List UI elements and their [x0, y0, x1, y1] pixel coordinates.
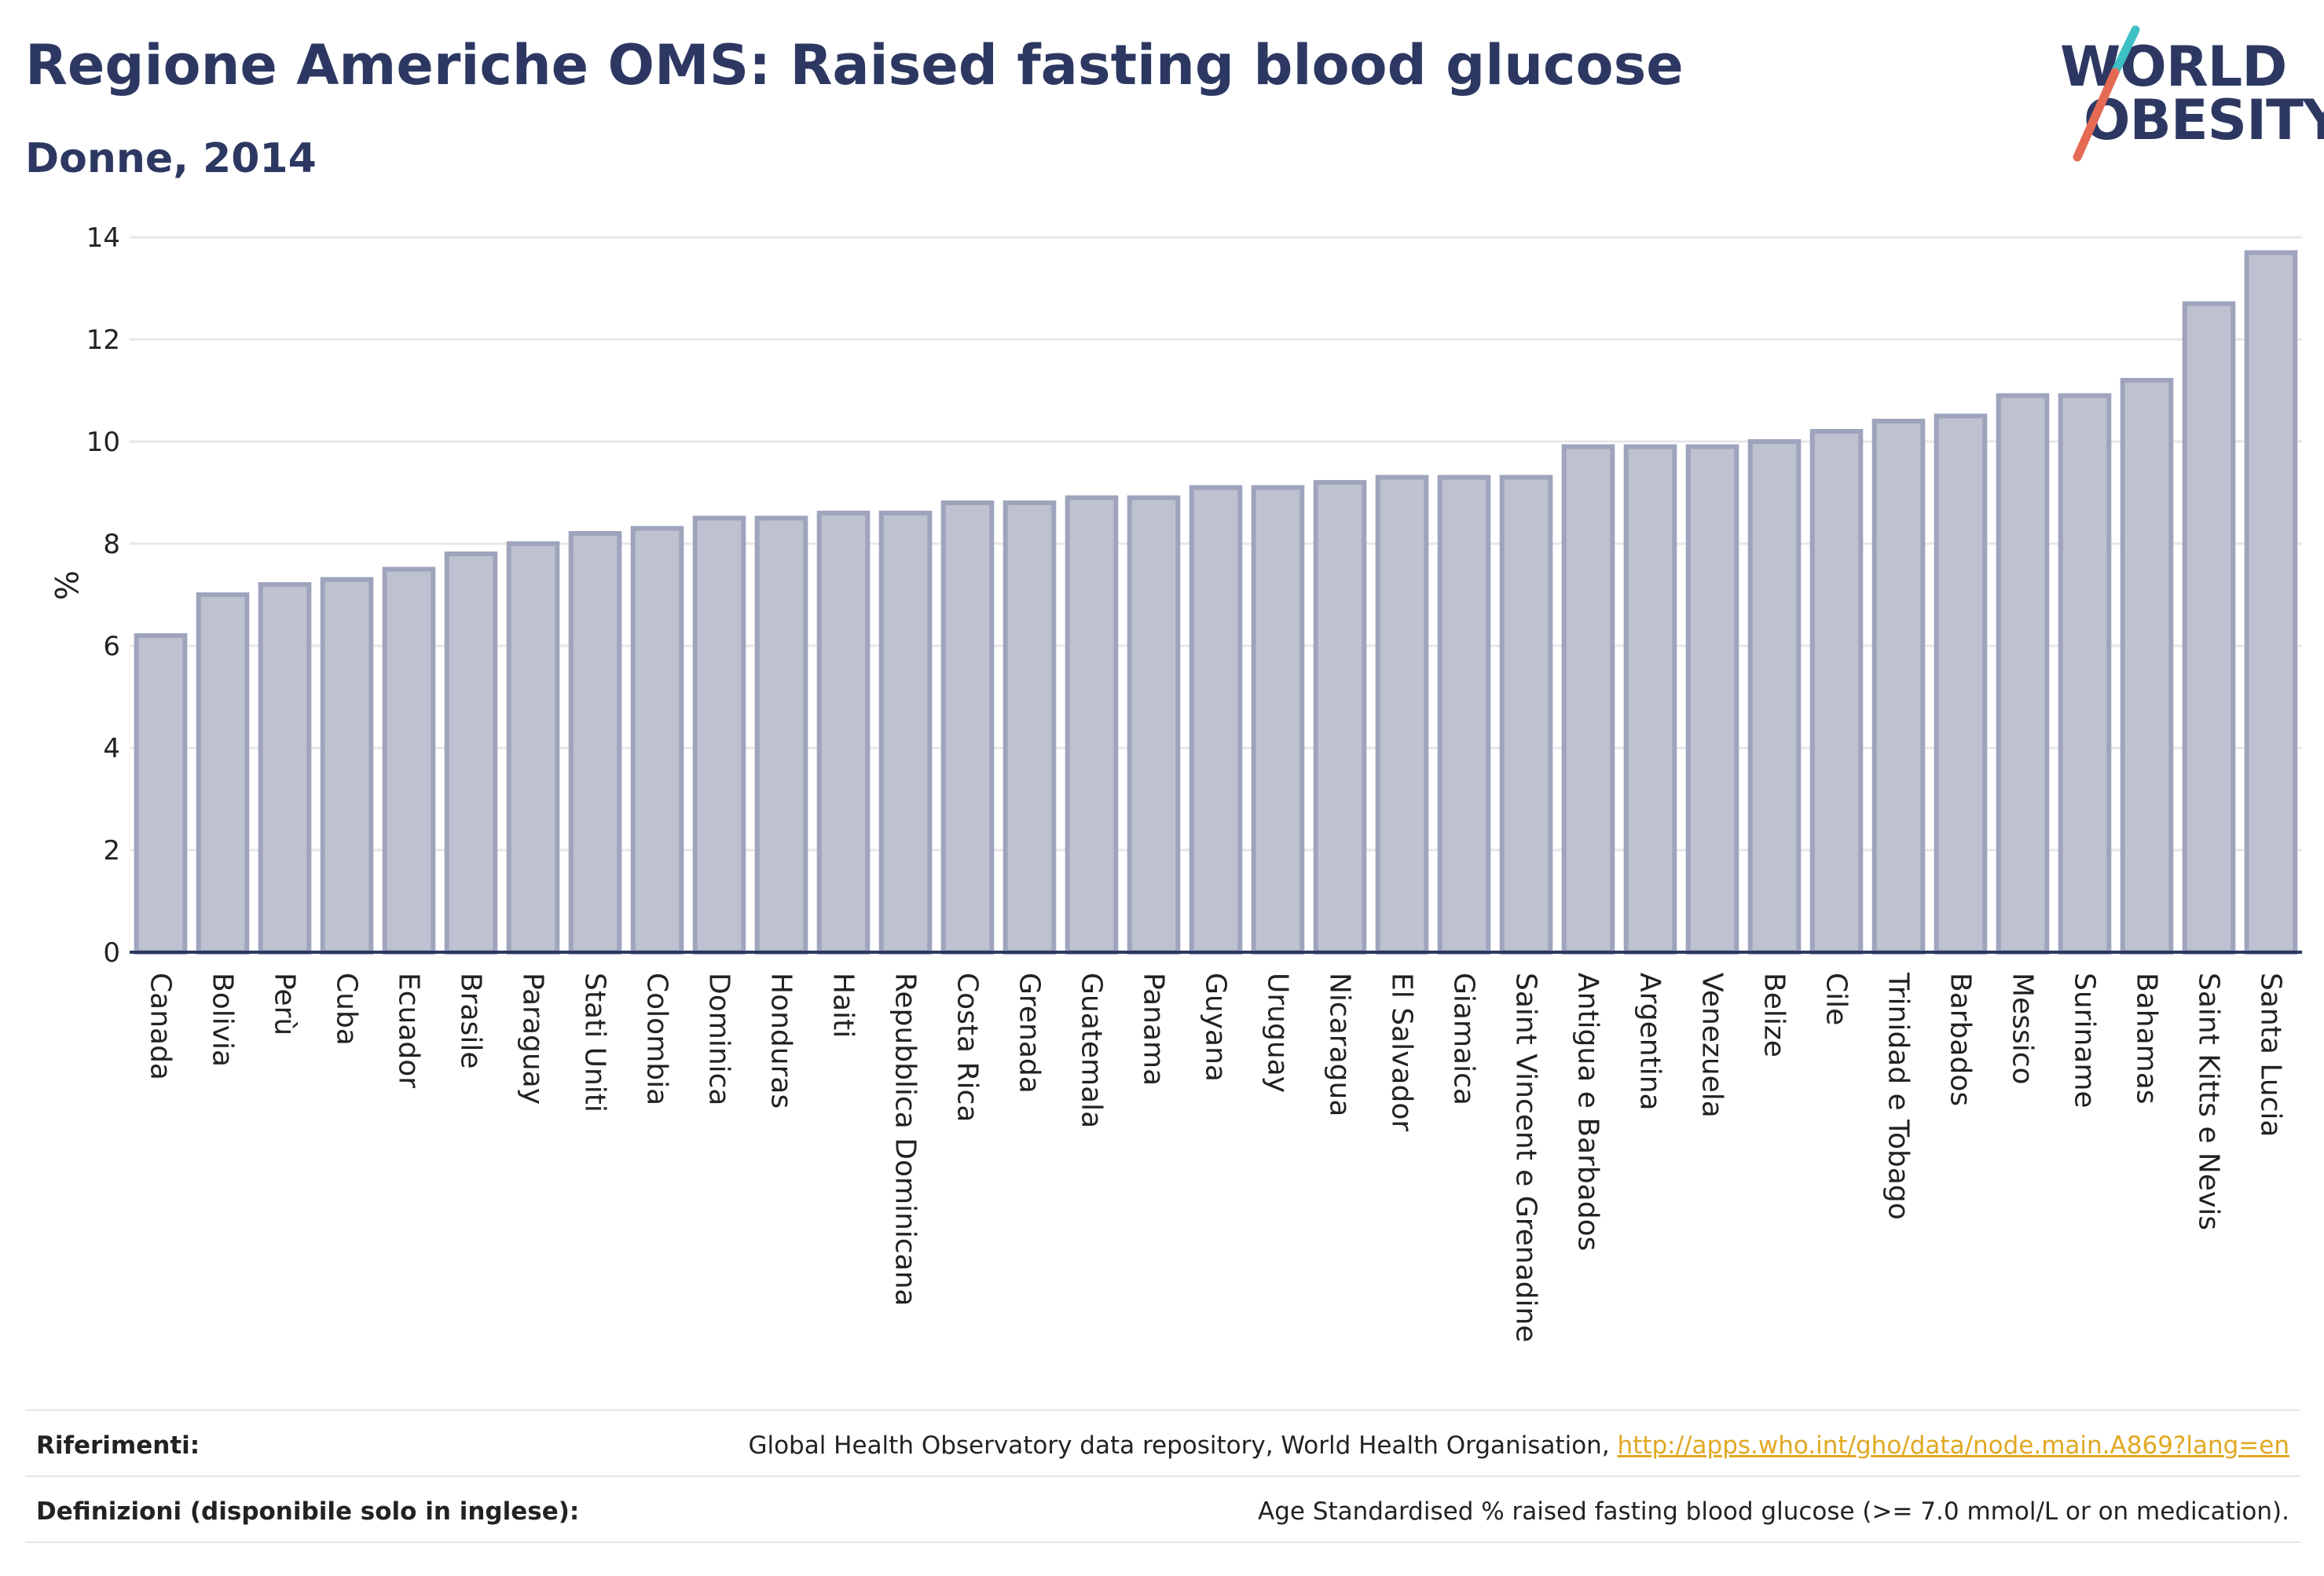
x-tick-label: Uruguay [1262, 973, 1294, 1093]
bar [196, 592, 250, 955]
y-tick-label: 10 [86, 427, 120, 458]
x-tick-label: Belize [1758, 973, 1791, 1057]
x-tick-label: Perù [269, 973, 301, 1035]
bar [382, 566, 436, 955]
chart-title: Regione Americhe OMS: Raised fasting blo… [25, 33, 1684, 97]
bar [444, 552, 498, 955]
references-value: Global Health Observatory data repositor… [748, 1431, 2289, 1460]
bar [1437, 475, 1491, 955]
x-tick-label: Guyana [1200, 973, 1232, 1082]
x-tick-label: Cuba [331, 973, 363, 1046]
bar [692, 515, 746, 955]
x-tick-label: Cile [1820, 973, 1853, 1025]
x-tick-label: Trinidad e Tobago [1882, 972, 1915, 1220]
bar [1189, 485, 1243, 955]
y-tick-label: 4 [103, 733, 120, 764]
references-text: Global Health Observatory data repositor… [748, 1431, 1618, 1460]
bar [630, 526, 684, 955]
axes: 0 2 4 6 8 10 12 14 Canada Bolivia Perù Cuba Ecuador B… [86, 222, 2302, 1343]
bar [1375, 475, 1429, 955]
bars [134, 250, 2298, 955]
bar [1747, 439, 1802, 955]
bar [1623, 444, 1677, 955]
bar [816, 511, 871, 955]
bar [258, 582, 312, 955]
bar [940, 500, 995, 955]
references-link[interactable]: http://apps.who.int/gho/data/node.main.A… [1617, 1431, 2289, 1460]
bar [1251, 485, 1305, 955]
bar [878, 511, 933, 955]
bar [1934, 413, 1988, 955]
x-tick-label: Suriname [2069, 973, 2101, 1109]
bar [2120, 378, 2174, 955]
x-tick-label: Colombia [641, 973, 673, 1105]
bar [1313, 480, 1367, 955]
bar [1685, 444, 1739, 955]
x-tick-label: Messico [2007, 973, 2039, 1085]
footer: Riferimenti: Global Health Observatory d… [25, 1409, 2300, 1543]
bar [134, 633, 188, 955]
bar-chart: 0 2 4 6 8 10 12 14 Canada Bolivia Perù Cuba Ecuador B… [47, 222, 2302, 1343]
y-tick-label: 6 [103, 631, 120, 662]
bar [1127, 495, 1181, 955]
chart-subtitle: Donne, 2014 [25, 135, 317, 182]
x-tick-label: Guatemala [1076, 973, 1108, 1128]
y-tick-label: 12 [86, 324, 120, 356]
y-tick-label: 0 [103, 937, 120, 969]
x-tick-label: Argentina [1634, 973, 1666, 1111]
x-tick-label: Panama [1138, 973, 1170, 1086]
bar [1809, 429, 1864, 955]
x-tick-label: Dominica [703, 973, 735, 1106]
bar [754, 515, 808, 955]
bar [1871, 419, 1926, 955]
world-obesity-logo: WORLD OBESITY [2043, 24, 2324, 165]
bar [2058, 393, 2112, 955]
bar [1996, 393, 2050, 955]
y-tick-label: 2 [103, 835, 120, 867]
x-tick-label: Stati Uniti [579, 973, 611, 1112]
definitions-label: Definizioni (disponibile solo in inglese… [36, 1497, 580, 1526]
definitions-value: Age Standardised % raised fasting blood … [1258, 1497, 2289, 1526]
x-tick-label: Bahamas [2131, 973, 2163, 1105]
x-tick-label: Brasile [455, 973, 487, 1068]
x-tick-label: Nicaragua [1324, 973, 1356, 1116]
bar [568, 531, 622, 955]
x-tick-label: Santa Lucia [2255, 973, 2287, 1137]
bar [2244, 250, 2298, 955]
x-tick-label: Canada [145, 973, 177, 1080]
x-tick-label: Saint Kitts e Nevis [2193, 973, 2225, 1230]
x-tick-label: Antigua e Barbados [1572, 973, 1604, 1251]
logo-text-obesity: OBESITY [2084, 88, 2324, 152]
x-tick-label: Venezuela [1696, 973, 1728, 1118]
bar [1499, 475, 1553, 955]
x-tick-label: Barbados [1945, 973, 1977, 1106]
references-label: Riferimenti: [36, 1431, 200, 1460]
logo-text-world: WORLD [2060, 35, 2287, 99]
x-tick-label: Haiti [827, 973, 860, 1038]
x-tick-label: Paraguay [517, 973, 549, 1105]
bar [2182, 301, 2236, 955]
x-tick-label: Costa Rica [951, 973, 984, 1122]
bar [1561, 444, 1615, 955]
logo-slash-icon [2073, 25, 2140, 162]
y-tick-label: 14 [86, 222, 120, 254]
x-tick-label: El Salvador [1386, 973, 1418, 1131]
x-tick-label: Giamaica [1448, 973, 1480, 1105]
bar [506, 541, 560, 955]
definitions-row: Definizioni (disponibile solo in inglese… [25, 1475, 2300, 1543]
bar [1065, 495, 1119, 955]
bar [320, 577, 374, 955]
x-tick-label: Repubblica Dominicana [889, 973, 922, 1307]
x-tick-label: Ecuador [393, 973, 425, 1088]
y-tick-label: 8 [103, 529, 120, 560]
x-tick-label: Grenada [1014, 973, 1046, 1094]
x-tick-label: Saint Vincent e Grenadine [1510, 973, 1542, 1343]
references-row: Riferimenti: Global Health Observatory d… [25, 1411, 2300, 1475]
bar [1003, 500, 1057, 955]
x-tick-label: Honduras [765, 973, 797, 1109]
x-tick-label: Bolivia [207, 973, 239, 1067]
y-axis-label: % [47, 570, 83, 600]
